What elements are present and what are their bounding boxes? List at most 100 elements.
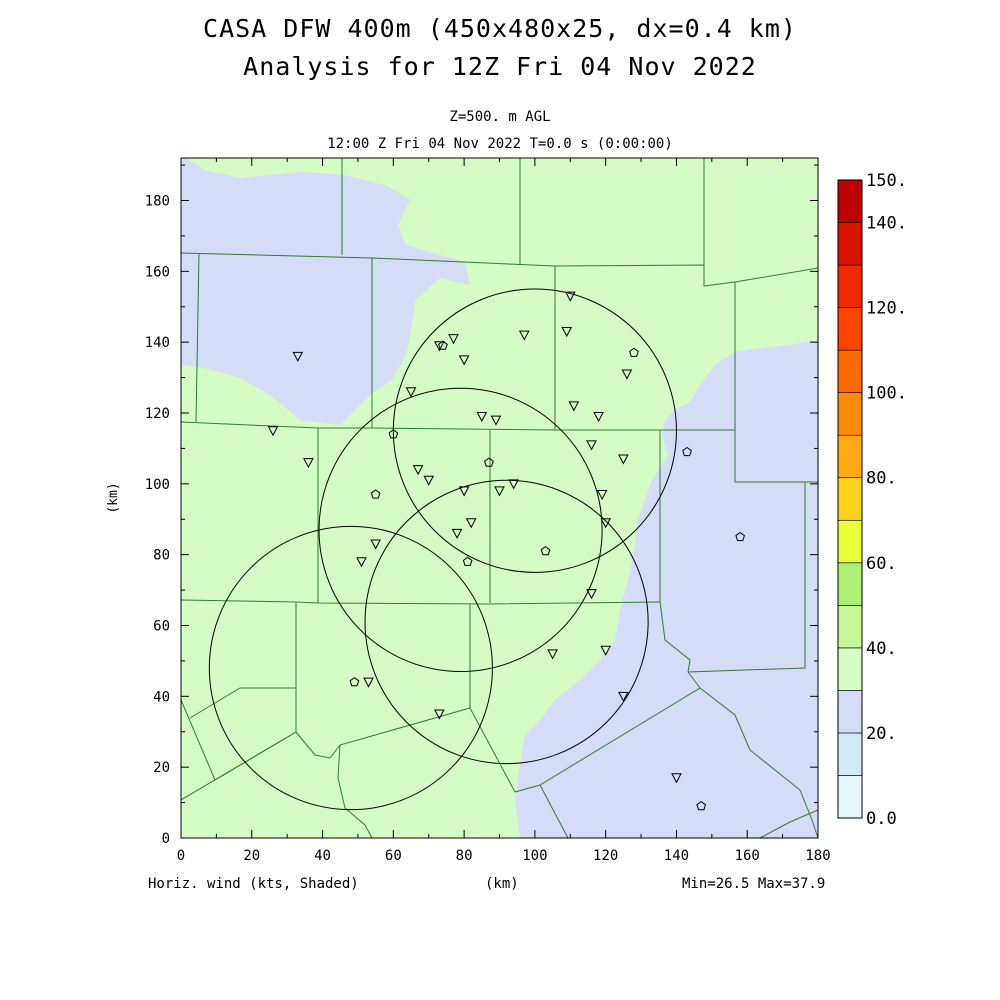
station-triangle-marker — [518, 330, 530, 341]
colorbar-segment — [837, 179, 863, 223]
station-triangle-marker — [267, 426, 279, 437]
y-tick-label: 40 — [153, 689, 170, 705]
station-triangle-marker — [600, 645, 611, 656]
station-pentagon-marker — [438, 340, 448, 350]
x-axis-label: (km) — [485, 876, 519, 892]
y-tick-label: 120 — [145, 406, 170, 422]
station-triangle-marker — [508, 479, 519, 490]
x-tick-label: 0 — [177, 848, 185, 864]
station-triangle-marker — [568, 401, 580, 412]
station-triangle-marker — [405, 387, 417, 398]
station-pentagon-marker — [484, 457, 494, 467]
x-tick-label: 40 — [314, 848, 331, 864]
station-pentagon-marker — [682, 446, 692, 457]
x-tick-label: 60 — [385, 848, 402, 864]
station-pentagon-marker — [735, 531, 745, 542]
station-triangle-marker — [586, 440, 597, 451]
station-triangle-marker — [465, 518, 477, 529]
x-tick-label: 180 — [805, 848, 830, 864]
station-triangle-marker — [434, 709, 445, 720]
x-tick-label: 20 — [243, 848, 260, 864]
colorbar-segment — [837, 562, 863, 606]
wind-field — [181, 158, 818, 838]
station-triangle-marker — [561, 327, 573, 338]
colorbar-segment — [837, 392, 863, 436]
station-triangle-marker — [547, 649, 558, 660]
colorbar-label: 0.0 — [866, 809, 897, 829]
map-title: CASA DFW 400m (450x480x25, dx=0.4 km) — [203, 14, 797, 43]
y-tick-label: 0 — [162, 831, 170, 847]
x-tick-label: 100 — [522, 848, 547, 864]
observation-stations — [267, 291, 745, 811]
y-tick-label: 100 — [145, 477, 170, 493]
station-pentagon-marker — [349, 677, 360, 687]
station-pentagon-marker — [370, 489, 381, 499]
min-max-label: Min=26.5 Max=37.9 — [682, 876, 826, 892]
radar-coverage-rings — [208, 288, 677, 811]
station-triangle-marker — [586, 589, 597, 600]
low-wind-region-southeast — [660, 810, 818, 838]
x-tick-label: 140 — [664, 848, 689, 864]
y-tick-label: 140 — [145, 335, 170, 351]
colorbar-label: 20. — [866, 724, 897, 744]
colorbar-segment — [837, 732, 863, 776]
field-description: Horiz. wind (kts, Shaded) — [148, 876, 359, 892]
station-pentagon-marker — [696, 800, 707, 811]
station-triangle-marker — [593, 412, 604, 423]
station-triangle-marker — [458, 355, 470, 366]
colorbar-frame — [837, 179, 863, 819]
colorbar-segment — [837, 434, 863, 479]
colorbar-segment — [837, 477, 863, 521]
colorbar-segment — [837, 264, 863, 308]
station-triangle-marker — [370, 539, 381, 550]
colorbar-segment — [837, 222, 863, 266]
low-wind-region-northwest — [181, 158, 470, 425]
station-triangle-marker — [618, 691, 629, 702]
level-label: Z=500. m AGL — [449, 109, 551, 125]
y-tick-label: 20 — [153, 760, 170, 776]
station-triangle-marker — [412, 465, 424, 476]
colorbar-segment — [837, 349, 863, 393]
low-wind-region-east — [515, 340, 818, 838]
colorbar-label: 80. — [866, 469, 897, 489]
map-subtitle: Analysis for 12Z Fri 04 Nov 2022 — [243, 52, 757, 81]
radar-ring-2 — [318, 387, 603, 673]
colorbar-label: 40. — [866, 639, 897, 659]
station-triangle-marker — [596, 489, 608, 501]
station-triangle-marker — [476, 412, 488, 423]
station-triangle-marker — [448, 334, 459, 345]
colorbar-label: 120. — [866, 299, 907, 319]
y-tick-label: 80 — [153, 548, 170, 564]
station-triangle-marker — [621, 369, 633, 380]
colorbar-segment — [837, 605, 863, 649]
colorbar-label: 60. — [866, 554, 897, 574]
station-pentagon-marker — [462, 556, 473, 566]
radar-ring-3 — [392, 288, 677, 573]
y-tick-label: 160 — [145, 264, 170, 280]
y-tick-label: 180 — [145, 194, 170, 210]
radar-ring-4 — [364, 479, 649, 765]
station-pentagon-marker — [388, 429, 399, 439]
colorbar-label: 150. — [866, 171, 907, 191]
colorbar-segment — [837, 519, 863, 564]
colorbar: 0.0 20. 40. 60. 80. 100. 120. 140. 150. — [837, 171, 907, 829]
station-triangle-marker — [451, 528, 463, 539]
station-triangle-marker — [490, 415, 502, 426]
station-triangle-marker — [292, 351, 304, 362]
station-triangle-marker — [303, 458, 314, 469]
station-triangle-marker — [434, 341, 445, 352]
colorbar-label: 140. — [866, 214, 907, 234]
y-tick-label: 60 — [153, 619, 170, 635]
station-pentagon-marker — [629, 347, 639, 357]
station-triangle-marker — [458, 486, 470, 497]
station-triangle-marker — [564, 291, 576, 302]
colorbar-label: 100. — [866, 384, 907, 404]
time-label: 12:00 Z Fri 04 Nov 2022 T=0.0 s (0:00:00… — [327, 136, 673, 152]
station-triangle-marker — [423, 475, 435, 486]
station-triangle-marker — [671, 773, 682, 784]
colorbar-segment — [837, 647, 863, 691]
station-triangle-marker — [494, 486, 505, 497]
colorbar-segment — [837, 775, 863, 819]
x-tick-label: 80 — [456, 848, 473, 864]
